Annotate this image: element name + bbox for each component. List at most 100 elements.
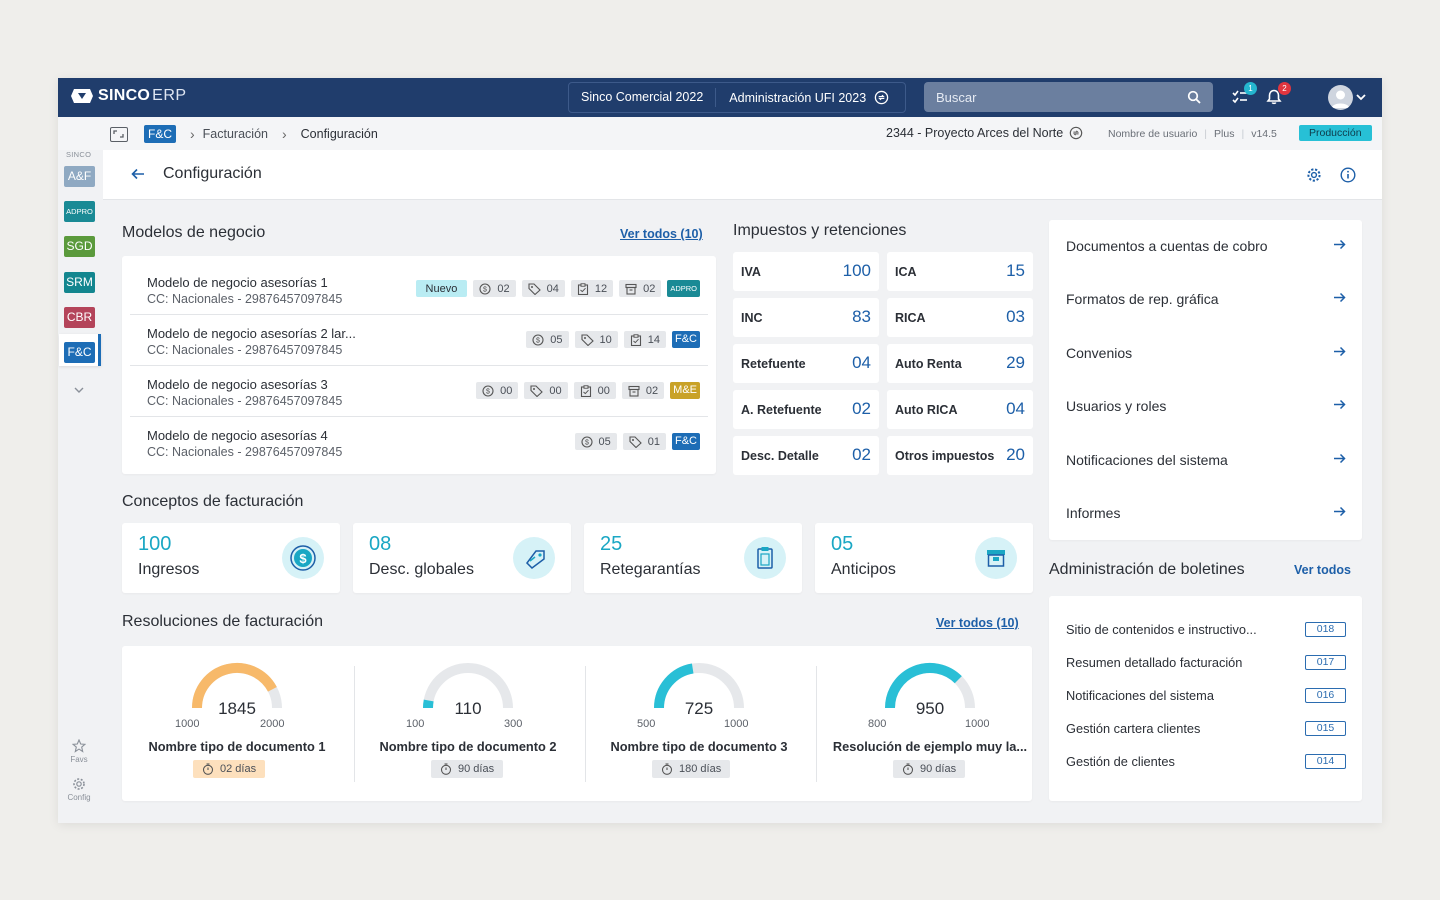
tax-card[interactable]: IVA 100	[733, 252, 879, 291]
sidebar-header: SINCO	[66, 150, 92, 159]
module-tag: M&E	[670, 382, 700, 399]
project-label: 2344 - Proyecto Arces del Norte	[886, 126, 1064, 140]
breadcrumb-facturacion[interactable]: Facturación	[202, 127, 268, 141]
resolution-gauge[interactable]: 1845 1000 2000 Nombre tipo de documento …	[122, 646, 352, 801]
back-arrow-icon[interactable]	[131, 167, 145, 181]
list-item[interactable]: Sitio de contenidos e instructivo... 018	[1066, 622, 1346, 637]
bulletin-count-badge: 016	[1305, 688, 1346, 703]
list-item[interactable]: Modelo de negocio asesorías 1 CC: Nacion…	[130, 265, 708, 315]
notifications-button[interactable]: 2	[1265, 82, 1291, 108]
sidebar-item-module[interactable]: SGD	[64, 236, 95, 258]
context-company[interactable]: Sinco Comercial 2022	[569, 88, 717, 107]
config-link-label: Formatos de rep. gráfica	[1066, 291, 1219, 308]
tax-card[interactable]: A. Retefuente 02	[733, 390, 879, 429]
search-icon[interactable]	[1187, 90, 1201, 104]
concept-card[interactable]: 08 Desc. globales	[353, 523, 571, 593]
resoluciones-title: Resoluciones de facturación	[122, 613, 324, 630]
avatar[interactable]	[1328, 85, 1353, 110]
list-item[interactable]: Gestión de clientes 014	[1066, 754, 1346, 769]
config-link[interactable]: Formatos de rep. gráfica	[1066, 291, 1346, 307]
config-button[interactable]: Config	[58, 777, 100, 802]
module-tag[interactable]: F&C	[144, 125, 176, 143]
dollar-coin-icon: $	[580, 435, 593, 448]
list-item[interactable]: Modelo de negocio asesorías 3 CC: Nacion…	[130, 367, 708, 417]
tax-card[interactable]: Retefuente 04	[733, 344, 879, 383]
tax-card[interactable]: ICA 15	[887, 252, 1033, 291]
tax-card[interactable]: INC 83	[733, 298, 879, 337]
page-title: Configuración	[163, 165, 262, 182]
model-name: Modelo de negocio asesorías 4	[147, 428, 328, 443]
config-link[interactable]: Convenios	[1066, 345, 1346, 361]
concept-card[interactable]: 05 Anticipos	[815, 523, 1033, 593]
count-chip: 00	[524, 382, 568, 399]
sidebar-item-module[interactable]: SRM	[64, 271, 95, 293]
project-selector[interactable]: 2344 - Proyecto Arces del Norte	[886, 126, 1083, 140]
gauge-max: 300	[504, 718, 523, 730]
concept-card[interactable]: 25 Retegarantías	[584, 523, 802, 593]
sidebar-item-module[interactable]: A&F	[64, 166, 95, 187]
config-link[interactable]: Notificaciones del sistema	[1066, 452, 1346, 468]
app-window: SINCO ERP Sinco Comercial 2022 Administr…	[58, 78, 1382, 823]
config-link[interactable]: Usuarios y roles	[1066, 398, 1346, 414]
tax-value: 04	[852, 353, 871, 372]
list-item[interactable]: Notificaciones del sistema 016	[1066, 688, 1346, 703]
resoluciones-view-all-link[interactable]: Ver todos (10)	[936, 616, 1019, 630]
arrow-right-icon	[1334, 506, 1346, 517]
model-cc: CC: Nacionales - 29876457097845	[147, 343, 343, 357]
model-cc: CC: Nacionales - 29876457097845	[147, 445, 343, 459]
sidebar-item-module[interactable]: ADPRO	[64, 201, 95, 223]
tax-card[interactable]: RICA 03	[887, 298, 1033, 337]
config-link[interactable]: Documentos a cuentas de cobro	[1066, 238, 1346, 254]
archive-box-icon	[625, 283, 637, 295]
context-selector[interactable]: Sinco Comercial 2022 Administración UFI …	[568, 82, 906, 113]
tax-card[interactable]: Auto RICA 04	[887, 390, 1033, 429]
concept-card[interactable]: 100 Ingresos $	[122, 523, 340, 593]
concept-value: 08	[369, 533, 392, 555]
list-item[interactable]: Gestión cartera clientes 015	[1066, 721, 1346, 736]
impuestos-title: Impuestos y retenciones	[733, 222, 907, 239]
chip-value: 10	[599, 333, 612, 346]
context-unit[interactable]: Administración UFI 2023	[716, 90, 889, 105]
model-cc: CC: Nacionales - 29876457097845	[147, 394, 343, 408]
svg-text:$: $	[486, 388, 490, 395]
expand-icon[interactable]	[110, 126, 128, 142]
sidebar-item-module[interactable]: CBR	[64, 306, 95, 328]
stopwatch-icon	[440, 763, 452, 775]
tax-card[interactable]: Desc. Detalle 02	[733, 436, 879, 475]
tax-card[interactable]: Auto Renta 29	[887, 344, 1033, 383]
list-item[interactable]: Modelo de negocio asesorías 2 lar... CC:…	[130, 316, 708, 366]
settings-gear-icon[interactable]	[1306, 167, 1322, 183]
sidebar-item-module[interactable]: F&C	[64, 342, 95, 363]
search-box[interactable]	[924, 82, 1213, 112]
config-link-label: Documentos a cuentas de cobro	[1066, 238, 1268, 254]
tax-label: Auto RICA	[895, 403, 958, 417]
document-type-name: Nombre tipo de documento 3	[610, 739, 788, 754]
favs-button[interactable]: Favs	[58, 738, 100, 764]
gauge-value: 950	[915, 699, 945, 718]
tasks-button[interactable]: 1	[1231, 82, 1257, 108]
bulletin-count-badge: 014	[1305, 754, 1346, 769]
modelos-view-all-link[interactable]: Ver todos (10)	[620, 227, 703, 241]
info-icon[interactable]	[1340, 167, 1356, 183]
dollar-coin-icon: $	[282, 537, 324, 579]
dollar-coin-icon: $	[532, 333, 544, 346]
divider	[354, 666, 355, 782]
boletines-card: Sitio de contenidos e instructivo... 018…	[1049, 596, 1362, 801]
resolution-gauge[interactable]: 950 800 1000 Resolución de ejemplo muy l…	[815, 646, 1045, 801]
tax-card[interactable]: Otros impuestos 20	[887, 436, 1033, 475]
search-input[interactable]	[936, 89, 1187, 105]
concept-label: Ingresos	[138, 561, 200, 578]
days-badge: 90 días	[893, 760, 966, 778]
resolution-gauge[interactable]: 725 500 1000 Nombre tipo de documento 3 …	[584, 646, 814, 801]
list-item[interactable]: Resumen detallado facturación 017	[1066, 655, 1346, 670]
boletines-view-all-link[interactable]: Ver todos	[1294, 563, 1351, 577]
modelos-card: Modelo de negocio asesorías 1 CC: Nacion…	[122, 256, 716, 474]
list-item[interactable]: Modelo de negocio asesorías 4 CC: Nacion…	[130, 418, 708, 468]
chevron-down-icon[interactable]	[1356, 94, 1366, 101]
tax-value: 04	[1006, 399, 1025, 418]
sinco-logo[interactable]: SINCO ERP	[70, 87, 187, 105]
context-unit-label: Administración UFI 2023	[729, 90, 867, 105]
chevron-down-icon[interactable]	[74, 387, 84, 394]
resolution-gauge[interactable]: 110 100 300 Nombre tipo de documento 2 9…	[353, 646, 583, 801]
config-link[interactable]: Informes	[1066, 505, 1346, 521]
